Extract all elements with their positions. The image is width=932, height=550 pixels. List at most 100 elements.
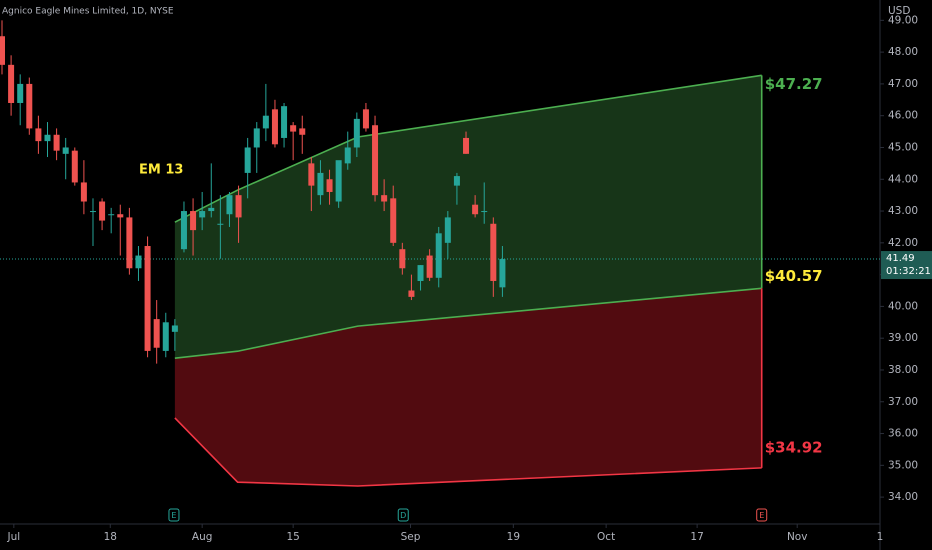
candle-body (372, 125, 379, 196)
y-tick-label: 43.00 (888, 205, 918, 217)
currency: USD (888, 5, 910, 17)
last-price-tag (881, 251, 932, 280)
y-tick-label: 36.00 (888, 428, 918, 440)
y-tick-label: 48.00 (888, 46, 918, 58)
lower-band-fill (174, 288, 762, 486)
candle-body (190, 211, 197, 231)
y-tick-label: 37.00 (888, 396, 918, 408)
candle-body (317, 172, 324, 196)
candle-body (117, 214, 124, 218)
candle-body (208, 207, 215, 212)
candle-body (281, 106, 288, 138)
lower-band-line (174, 417, 762, 487)
candle-body (253, 128, 260, 148)
upper-band-line (174, 74, 762, 223)
x-tick-label: 1 (877, 531, 884, 543)
candle-body (0, 36, 6, 65)
candle-body (417, 265, 424, 281)
candle-body (262, 115, 269, 129)
candle-body (490, 223, 497, 281)
candle-body (126, 217, 133, 269)
y-tick-label: 35.00 (888, 459, 918, 471)
candle-body (44, 134, 51, 142)
y-tick-label: 46.00 (888, 110, 918, 122)
candle-body (344, 147, 351, 164)
candle-body (271, 109, 278, 145)
event-label: D (400, 511, 406, 520)
x-tick-label: Aug (192, 531, 213, 543)
y-tick-label: 49.00 (888, 14, 918, 26)
candle-body (435, 233, 442, 278)
candle-body (499, 259, 506, 288)
y-tick-label: 45.00 (888, 141, 918, 153)
candle-body (335, 160, 342, 202)
candle-body (326, 179, 333, 192)
candle-body (235, 195, 242, 218)
y-tick-label: 39.00 (888, 332, 918, 344)
countdown: 01:32:21 (886, 266, 931, 277)
x-tick-label: 19 (507, 531, 520, 543)
candle-body (8, 64, 15, 103)
candle-body (62, 147, 69, 154)
event-label: E (171, 511, 176, 520)
x-tick-label: Oct (597, 531, 615, 543)
y-tick-label: 38.00 (888, 364, 918, 376)
last-price-label: 41.49 (886, 253, 915, 264)
candle-body (472, 204, 479, 215)
candle-body (353, 118, 360, 148)
candle-body (390, 198, 397, 243)
y-tick-label: 34.00 (888, 491, 918, 503)
y-tick-label: 40.00 (888, 300, 918, 312)
candle-body (362, 109, 369, 129)
candle-body (444, 217, 451, 243)
event-label: E (759, 511, 764, 520)
candle-body (89, 211, 96, 213)
candle-body (481, 211, 488, 213)
candle-body (244, 147, 251, 173)
candle-body (463, 137, 470, 154)
chart-title: Agnico Eagle Mines Limited, 1D, NYSE (2, 7, 174, 17)
candle-body (408, 290, 415, 297)
candle-body (17, 83, 24, 103)
annotation: EM 13 (139, 163, 183, 178)
candle-body (426, 255, 433, 278)
middle-band-label: $40.57 (765, 267, 823, 285)
x-tick-label: 18 (104, 531, 117, 543)
candle-body (199, 211, 206, 218)
candle-body (35, 128, 42, 142)
candle-body (226, 195, 233, 215)
candle-body (399, 249, 406, 269)
candle-body (162, 322, 169, 351)
candle-body (153, 319, 160, 348)
candle-body (453, 176, 460, 186)
candle-body (80, 182, 87, 202)
upper-band-label: $47.27 (765, 75, 823, 93)
x-tick-label: Sep (401, 531, 421, 543)
candle-body (26, 83, 33, 129)
event-marker (397, 508, 409, 522)
x-tick-label: Nov (787, 531, 808, 543)
lower-band-label: $34.92 (765, 438, 823, 456)
x-tick-label: 15 (286, 531, 299, 543)
candle-body (299, 128, 306, 135)
middle-band-line (174, 287, 762, 360)
candle-body (135, 255, 142, 269)
event-marker (756, 508, 768, 522)
event-marker (168, 508, 180, 522)
y-tick-label: 47.00 (888, 78, 918, 90)
candle-body (381, 195, 388, 202)
x-tick-label: 17 (690, 531, 703, 543)
candle-body (217, 223, 224, 225)
candle-body (99, 201, 106, 221)
candle-body (71, 150, 78, 183)
y-tick-label: 42.00 (888, 237, 918, 249)
candle-body (171, 325, 178, 332)
candle-body (53, 134, 60, 151)
candle-body (108, 214, 115, 216)
x-tick-label: Jul (6, 531, 20, 543)
y-tick-label: 44.00 (888, 173, 918, 185)
candle-body (290, 125, 297, 132)
candle-body (180, 211, 187, 250)
candle-body (144, 246, 151, 351)
